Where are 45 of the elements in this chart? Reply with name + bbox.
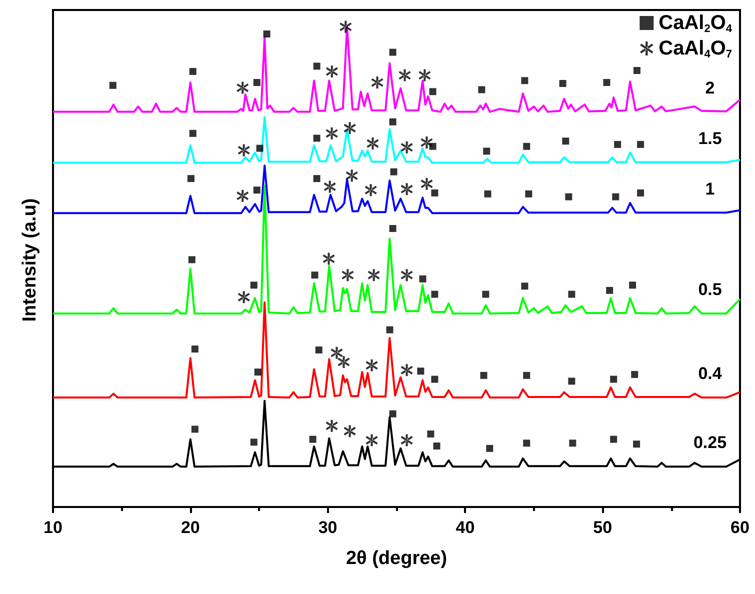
point [330,346,343,359]
series-label: 2 [705,78,715,98]
point [344,425,356,438]
point [418,69,431,82]
point [366,137,379,150]
point [238,291,250,304]
point [326,65,338,78]
point [400,183,413,196]
point [236,82,249,94]
series-label: 1.5 [698,129,722,148]
point [338,356,350,368]
point [400,434,413,446]
point [340,20,352,33]
point [324,180,336,193]
x-tick-label: 60 [730,518,750,537]
point [326,420,338,432]
x-tick-label: 10 [44,518,62,537]
point [366,434,378,446]
point [398,69,411,82]
point [371,76,384,89]
point [236,190,249,202]
point [346,170,358,182]
point [326,127,338,140]
series-label: 0.5 [698,280,722,299]
x-tick-label: 30 [318,518,338,537]
y-axis-title: Intensity (a.u) [20,198,40,322]
series-label: 1 [705,180,715,199]
point [342,269,354,282]
x-tick-label: 40 [456,518,475,537]
point [344,122,356,134]
x-tick-label: 20 [180,518,200,537]
x-axis-title: 2θ (degree) [346,548,448,569]
point [400,269,413,282]
point [366,359,378,372]
point [364,184,377,196]
point [322,252,335,265]
point [400,141,413,154]
series-label: 0.25 [693,433,727,452]
point [400,364,413,376]
point [420,178,433,190]
point [238,144,250,156]
x-tick-label: 50 [593,518,612,537]
point [368,269,380,282]
series-label: 0.4 [698,364,722,384]
point [420,136,433,149]
